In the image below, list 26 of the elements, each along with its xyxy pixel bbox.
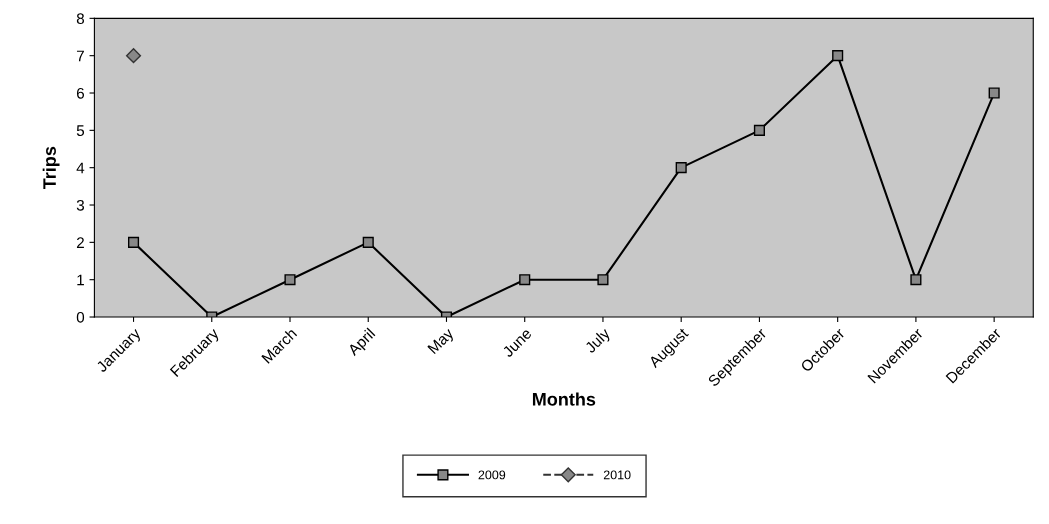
y-tick-label: 2	[76, 237, 84, 248]
legend-label: 2009	[478, 470, 506, 480]
y-tick-label: 7	[76, 50, 84, 62]
y-axis-title: Trips	[42, 146, 60, 190]
y-tick-label: 4	[76, 162, 85, 174]
x-tick-label: May	[427, 327, 457, 357]
point	[988, 87, 1000, 99]
y-tick-label: 0	[76, 311, 85, 323]
x-tick-label: July	[583, 326, 614, 356]
y-tick-label: 3	[76, 199, 85, 211]
point	[675, 162, 687, 174]
x-axis-title: Months	[532, 392, 596, 406]
y-tick-label: 8	[76, 13, 85, 25]
point	[125, 48, 142, 64]
y-tick-label: 5	[76, 125, 85, 137]
point	[362, 236, 374, 248]
point	[519, 274, 531, 286]
point	[284, 274, 296, 286]
point	[910, 274, 922, 286]
point	[832, 50, 844, 62]
point	[597, 274, 609, 286]
point	[753, 124, 765, 136]
y-tick-label: 6	[76, 87, 85, 99]
legend-label: 2010	[603, 470, 631, 480]
y-tick-label: 1	[77, 274, 84, 286]
point	[127, 236, 140, 248]
